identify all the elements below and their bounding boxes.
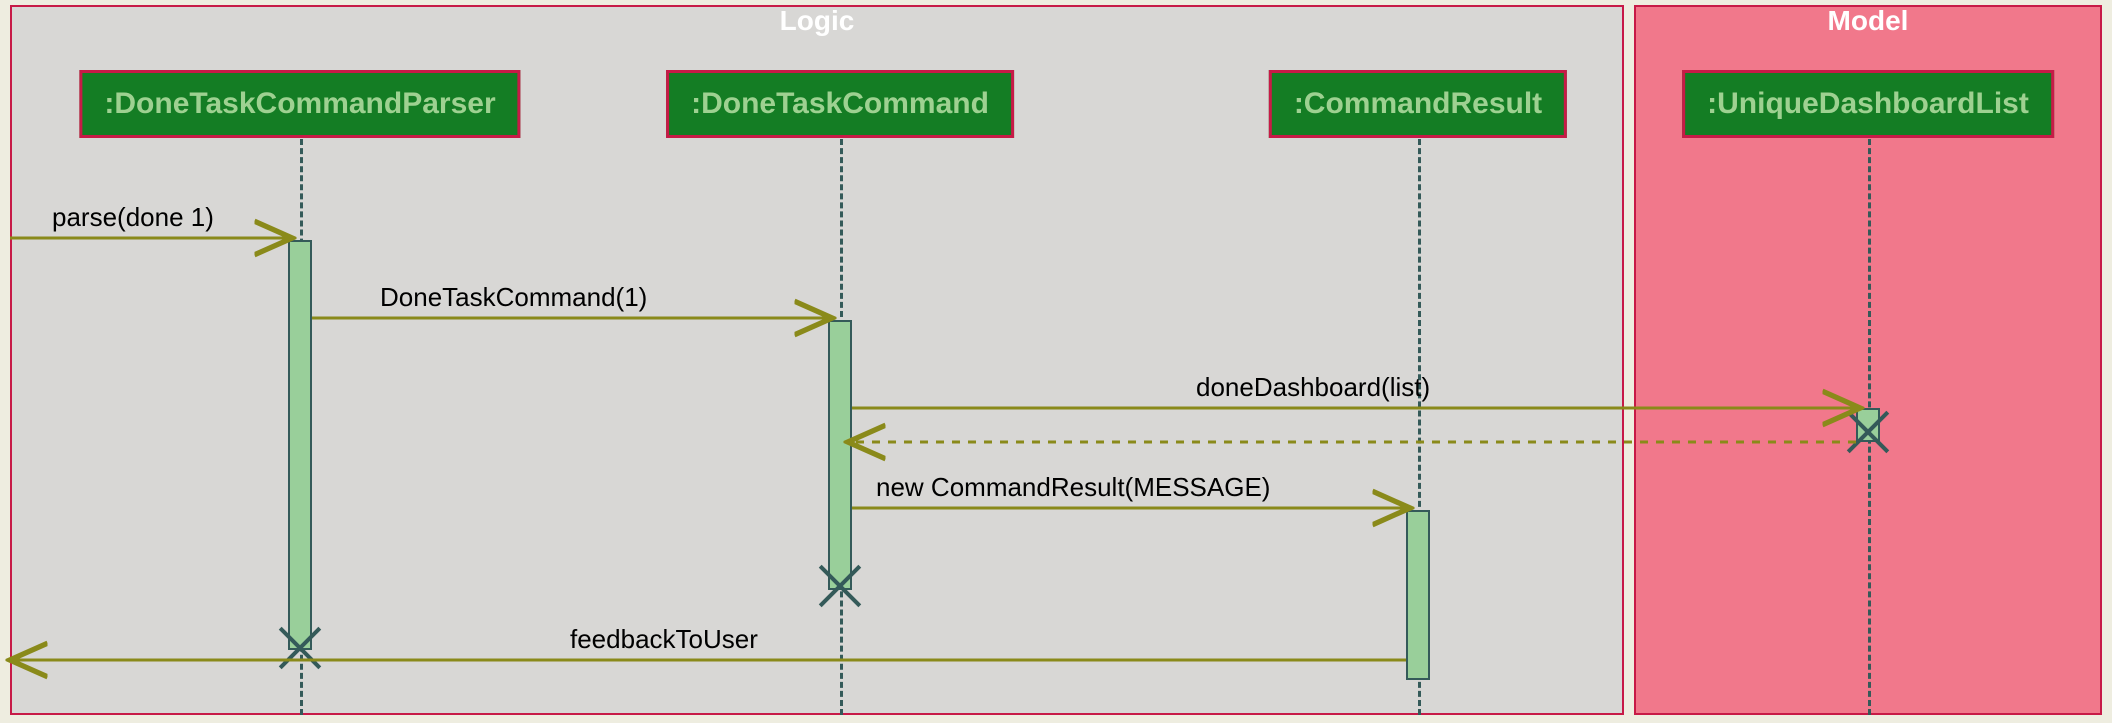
msg-label-donedash: doneDashboard(list) [1196, 372, 1430, 403]
participant-udl-label: :UniqueDashboardList [1707, 87, 2029, 120]
frame-model-title: Model [1822, 5, 1915, 37]
participant-parser: :DoneTaskCommandParser [79, 70, 520, 138]
participant-result-label: :CommandResult [1294, 87, 1542, 120]
activation-command [828, 320, 852, 590]
msg-label-parse: parse(done 1) [52, 202, 214, 233]
msg-label-feedback: feedbackToUser [570, 624, 758, 655]
destroy-udl-icon [1846, 410, 1890, 454]
participant-result: :CommandResult [1269, 70, 1567, 138]
msg-label-donetask: DoneTaskCommand(1) [380, 282, 647, 313]
destroy-command-icon [818, 564, 862, 608]
participant-parser-label: :DoneTaskCommandParser [104, 87, 495, 120]
activation-result [1406, 510, 1430, 680]
destroy-parser-icon [278, 626, 322, 670]
participant-command-label: :DoneTaskCommand [691, 87, 989, 120]
participant-command: :DoneTaskCommand [666, 70, 1014, 138]
participant-udl: :UniqueDashboardList [1682, 70, 2054, 138]
frame-logic-title: Logic [774, 5, 861, 37]
msg-label-newresult: new CommandResult(MESSAGE) [876, 472, 1270, 503]
activation-parser [288, 240, 312, 650]
